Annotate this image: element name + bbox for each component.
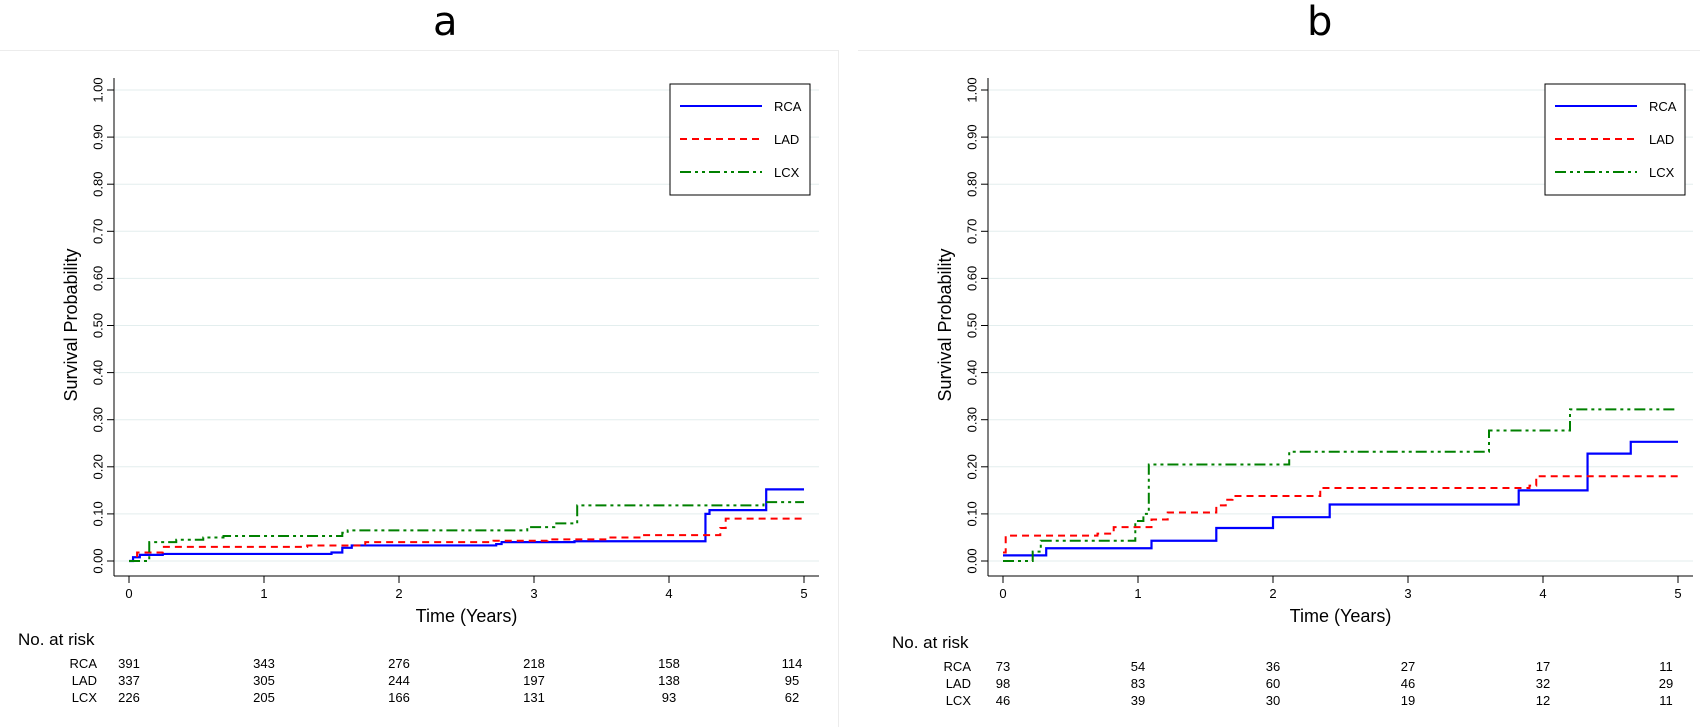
risk-cell: 114 (781, 656, 803, 671)
y-tick-label: 0.30 (964, 407, 979, 432)
x-tick-label: 2 (1269, 586, 1276, 601)
y-tick-label: 0.10 (90, 501, 105, 526)
y-tick-label: 0.40 (90, 360, 105, 385)
y-tick-label: 0.50 (964, 313, 979, 338)
x-axis-label: Time (Years) (416, 606, 518, 626)
y-axis-label: Survival Probability (935, 248, 955, 401)
panel-b-letter: b (1307, 0, 1333, 45)
y-axis-label: Survival Probability (61, 248, 81, 401)
risk-cell: 131 (523, 690, 545, 705)
x-tick-label: 5 (1674, 586, 1681, 601)
x-tick-label: 0 (999, 586, 1006, 601)
y-tick-label: 0.50 (90, 313, 105, 338)
y-tick-label: 0.90 (964, 124, 979, 149)
y-tick-label: 0.60 (90, 266, 105, 291)
y-tick-label: 0.10 (964, 501, 979, 526)
y-tick-label: 1.00 (964, 77, 979, 102)
y-tick-label: 0.80 (90, 172, 105, 197)
risk-cell: 30 (1265, 693, 1281, 708)
y-tick-label: 0.00 (90, 548, 105, 573)
risk-cell: 98 (995, 676, 1011, 691)
risk-cell: 197 (523, 673, 545, 688)
risk-cell: 46 (1400, 676, 1416, 691)
risk-cell: 244 (388, 673, 410, 688)
risk-cell: 36 (1265, 659, 1281, 674)
y-tick-label: 0.30 (90, 407, 105, 432)
risk-cell: 337 (118, 673, 140, 688)
series-line-rca (1003, 440, 1678, 557)
panel-a-frame (0, 50, 839, 727)
risk-cell: 305 (253, 673, 275, 688)
y-tick-label: 0.90 (90, 124, 105, 149)
x-tick-label: 4 (665, 586, 672, 601)
y-tick-label: 0.00 (964, 548, 979, 573)
x-tick-label: 4 (1539, 586, 1546, 601)
legend-label-lcx: LCX (1649, 165, 1675, 180)
legend-label-lcx: LCX (774, 165, 800, 180)
risk-cell: 11 (1659, 659, 1673, 674)
risk-cell: 391 (118, 656, 140, 671)
panel-a-letter: a (433, 0, 458, 45)
risk-cell: 166 (388, 690, 410, 705)
risk-cell: 226 (118, 690, 140, 705)
y-tick-label: 0.70 (964, 219, 979, 244)
y-tick-label: 0.60 (964, 266, 979, 291)
risk-cell: 60 (1265, 676, 1281, 691)
x-tick-label: 1 (260, 586, 267, 601)
risk-row-label: LCX (945, 693, 971, 708)
risk-cell: 276 (388, 656, 410, 671)
survival-charts: 0.00 0.10 0.20 0.30 0.40 0.50 0.60 0.70 0.80 0.90… (61, 77, 1693, 626)
legend-label-rca: RCA (774, 99, 802, 114)
series-line-lad (129, 517, 804, 562)
legend-label-lad: LAD (774, 132, 799, 147)
risk-cell: 12 (1535, 693, 1551, 708)
risk-cell: 95 (784, 673, 800, 688)
risk-row-label: RCA (943, 659, 971, 674)
legend-label-rca: RCA (1649, 99, 1677, 114)
x-axis-label: Time (Years) (1290, 606, 1392, 626)
risk-cell: 218 (523, 656, 545, 671)
risk-cell: 73 (995, 659, 1011, 674)
risk-cell: 27 (1400, 659, 1416, 674)
series-line-lcx (1003, 408, 1678, 562)
x-tick-label: 1 (1134, 586, 1141, 601)
y-tick-label: 0.80 (964, 172, 979, 197)
risk-row-label: RCA (69, 656, 97, 671)
series-line-lcx (129, 501, 804, 562)
panel-b-frame (858, 50, 1700, 727)
x-tick-label: 2 (395, 586, 402, 601)
risk-cell: 62 (784, 690, 800, 705)
x-tick-label: 5 (800, 586, 807, 601)
x-tick-label: 3 (530, 586, 537, 601)
risk-cell: 39 (1130, 693, 1146, 708)
risk-cell: 83 (1130, 676, 1146, 691)
risk-row-label: LAD (71, 673, 97, 688)
risk-cell: 46 (995, 693, 1011, 708)
risk-table-heading-a: No. at risk (18, 630, 95, 649)
risk-cell: 32 (1535, 676, 1551, 691)
series-line-rca (129, 488, 804, 563)
risk-cell: 158 (658, 656, 680, 671)
risk-cell: 29 (1658, 676, 1674, 691)
y-tick-label: 1.00 (90, 77, 105, 102)
x-tick-label: 0 (125, 586, 132, 601)
risk-cell: 11 (1659, 693, 1673, 708)
y-tick-label: 0.20 (90, 454, 105, 479)
legend-label-lad: LAD (1649, 132, 1674, 147)
y-tick-label: 0.70 (90, 219, 105, 244)
risk-cell: 138 (658, 673, 680, 688)
y-tick-label: 0.40 (964, 360, 979, 385)
risk-cell: 54 (1130, 659, 1146, 674)
y-tick-label: 0.20 (964, 454, 979, 479)
risk-row-label: LAD (945, 676, 971, 691)
risk-cell: 343 (253, 656, 275, 671)
risk-cell: 17 (1535, 659, 1551, 674)
risk-cell: 93 (661, 690, 677, 705)
risk-cell: 19 (1400, 693, 1416, 708)
x-tick-label: 3 (1404, 586, 1411, 601)
risk-cell: 205 (253, 690, 275, 705)
risk-table-heading-b: No. at risk (892, 633, 969, 652)
risk-row-label: LCX (71, 690, 97, 705)
series-line-lad (1003, 475, 1678, 554)
